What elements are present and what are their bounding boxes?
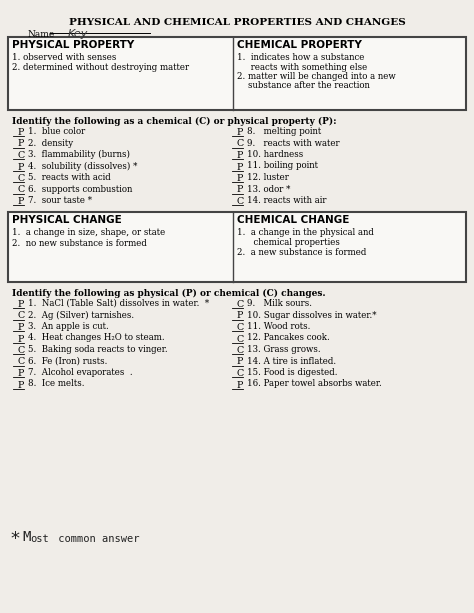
Text: P: P — [237, 381, 243, 389]
Text: 9.   Milk sours.: 9. Milk sours. — [247, 299, 312, 308]
Text: P: P — [237, 151, 243, 160]
Text: 2. matter will be changed into a new: 2. matter will be changed into a new — [237, 72, 396, 81]
Text: 1.  indicates how a substance: 1. indicates how a substance — [237, 53, 365, 62]
Text: 13. Grass grows.: 13. Grass grows. — [247, 345, 320, 354]
Text: C: C — [237, 369, 244, 378]
Text: C: C — [18, 346, 25, 355]
Text: 13. odor *: 13. odor * — [247, 185, 291, 194]
Text: Identify the following as physical (P) or chemical (C) changes.: Identify the following as physical (P) o… — [12, 289, 326, 298]
Text: 8.  Ice melts.: 8. Ice melts. — [28, 379, 84, 389]
Text: PHYSICAL CHANGE: PHYSICAL CHANGE — [12, 215, 122, 225]
Text: P: P — [18, 140, 24, 148]
Text: 4.  Heat changes H₂O to steam.: 4. Heat changes H₂O to steam. — [28, 333, 164, 343]
Text: 15. Food is digested.: 15. Food is digested. — [247, 368, 337, 377]
Text: C: C — [237, 197, 244, 206]
Text: C: C — [237, 300, 244, 309]
Text: 11. boiling point: 11. boiling point — [247, 161, 318, 170]
Text: Key: Key — [68, 29, 88, 39]
Text: chemical properties: chemical properties — [237, 238, 340, 247]
Text: P: P — [18, 335, 24, 343]
Text: 1.  blue color: 1. blue color — [28, 127, 85, 136]
Text: C: C — [18, 357, 25, 367]
Text: 4.  solubility (dissolves) *: 4. solubility (dissolves) * — [28, 161, 137, 170]
Bar — [8, 212, 466, 282]
Text: 1.  a change in the physical and: 1. a change in the physical and — [237, 228, 374, 237]
Text: 5.  reacts with acid: 5. reacts with acid — [28, 173, 111, 182]
Text: C: C — [237, 335, 244, 343]
Text: 2. determined without destroying matter: 2. determined without destroying matter — [12, 63, 189, 72]
Text: 6.  supports combustion: 6. supports combustion — [28, 185, 132, 194]
Text: C: C — [237, 323, 244, 332]
Text: P: P — [18, 300, 24, 309]
Text: P: P — [18, 162, 24, 172]
Text: Name: Name — [28, 30, 55, 39]
Text: 10. hardness: 10. hardness — [247, 150, 303, 159]
Text: common answer: common answer — [52, 534, 139, 544]
Text: 12. Pancakes cook.: 12. Pancakes cook. — [247, 333, 330, 343]
Text: Identify the following as a chemical (C) or physical property (P):: Identify the following as a chemical (C)… — [12, 117, 337, 126]
Text: 14. reacts with air: 14. reacts with air — [247, 196, 327, 205]
Text: 14. A tire is inflated.: 14. A tire is inflated. — [247, 357, 336, 365]
Text: 10. Sugar dissolves in water.*: 10. Sugar dissolves in water.* — [247, 311, 376, 319]
Text: 3.  flammability (burns): 3. flammability (burns) — [28, 150, 130, 159]
Text: P: P — [237, 311, 243, 321]
Text: 16. Paper towel absorbs water.: 16. Paper towel absorbs water. — [247, 379, 382, 389]
Text: P: P — [237, 128, 243, 137]
Text: ost: ost — [30, 534, 49, 544]
Text: *: * — [10, 530, 19, 548]
Text: C: C — [18, 186, 25, 194]
Text: C: C — [18, 311, 25, 321]
Text: PHYSICAL PROPERTY: PHYSICAL PROPERTY — [12, 40, 134, 50]
Text: P: P — [237, 186, 243, 194]
Text: P: P — [237, 162, 243, 172]
Text: 12. luster: 12. luster — [247, 173, 289, 182]
Text: C: C — [18, 151, 25, 160]
Text: 7.  Alcohol evaporates  .: 7. Alcohol evaporates . — [28, 368, 133, 377]
Text: 5.  Baking soda reacts to vinger.: 5. Baking soda reacts to vinger. — [28, 345, 168, 354]
Text: PHYSICAL AND CHEMICAL PROPERTIES AND CHANGES: PHYSICAL AND CHEMICAL PROPERTIES AND CHA… — [69, 18, 405, 27]
Text: P: P — [18, 128, 24, 137]
Text: C: C — [237, 346, 244, 355]
Text: 2.  density: 2. density — [28, 139, 73, 148]
Text: P: P — [237, 357, 243, 367]
Text: 8.   melting point: 8. melting point — [247, 127, 321, 136]
Text: 9.   reacts with water: 9. reacts with water — [247, 139, 340, 148]
Text: substance after the reaction: substance after the reaction — [237, 82, 370, 91]
Text: C: C — [237, 140, 244, 148]
Text: 7.  sour taste *: 7. sour taste * — [28, 196, 92, 205]
Text: 2.  no new substance is formed: 2. no new substance is formed — [12, 239, 147, 248]
Text: M: M — [22, 530, 30, 544]
Text: 2.  a new substance is formed: 2. a new substance is formed — [237, 248, 366, 257]
Text: 1. observed with senses: 1. observed with senses — [12, 53, 117, 62]
Text: P: P — [237, 174, 243, 183]
Text: P: P — [18, 197, 24, 206]
Text: 6.  Fe (Iron) rusts.: 6. Fe (Iron) rusts. — [28, 357, 108, 365]
Text: CHEMICAL CHANGE: CHEMICAL CHANGE — [237, 215, 349, 225]
Text: 2.  Ag (Silver) tarnishes.: 2. Ag (Silver) tarnishes. — [28, 311, 134, 319]
Bar — [8, 37, 466, 110]
Text: P: P — [18, 381, 24, 389]
Text: reacts with something else: reacts with something else — [237, 63, 367, 72]
Text: 3.  An apple is cut.: 3. An apple is cut. — [28, 322, 109, 331]
Text: 1.  NaCl (Table Salt) dissolves in water.  *: 1. NaCl (Table Salt) dissolves in water.… — [28, 299, 209, 308]
Text: 11. Wood rots.: 11. Wood rots. — [247, 322, 310, 331]
Text: P: P — [18, 323, 24, 332]
Text: C: C — [18, 174, 25, 183]
Text: P: P — [18, 369, 24, 378]
Text: CHEMICAL PROPERTY: CHEMICAL PROPERTY — [237, 40, 362, 50]
Text: 1.  a change in size, shape, or state: 1. a change in size, shape, or state — [12, 228, 165, 237]
